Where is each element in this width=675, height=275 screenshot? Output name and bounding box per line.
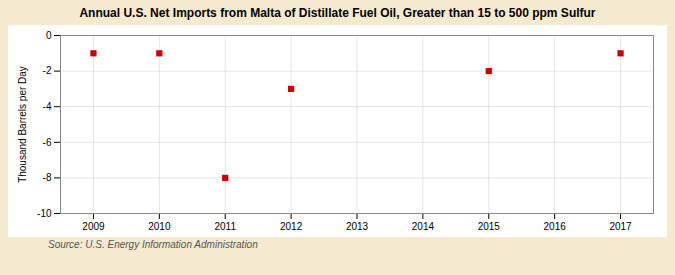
svg-text:-6: -6 xyxy=(43,137,52,148)
svg-text:2009: 2009 xyxy=(82,221,105,232)
svg-text:2017: 2017 xyxy=(609,221,632,232)
svg-text:2012: 2012 xyxy=(280,221,303,232)
svg-text:-10: -10 xyxy=(37,208,52,219)
svg-text:2010: 2010 xyxy=(148,221,171,232)
svg-text:-2: -2 xyxy=(43,65,52,76)
svg-text:2013: 2013 xyxy=(346,221,369,232)
svg-text:Thousand Barrels per Day: Thousand Barrels per Day xyxy=(17,66,28,183)
svg-text:2016: 2016 xyxy=(544,221,567,232)
svg-text:2011: 2011 xyxy=(214,221,236,232)
svg-text:0: 0 xyxy=(46,30,52,41)
svg-text:-8: -8 xyxy=(43,172,52,183)
html-text:Annual U.S. Net Imports from M: Annual U.S. Net Imports from Malta of Di… xyxy=(79,6,596,20)
svg-text:-4: -4 xyxy=(43,101,52,112)
svg-text:2014: 2014 xyxy=(412,221,435,232)
html-text:Source: U.S. Energy Informatio: Source: U.S. Energy Information Administ… xyxy=(48,239,258,250)
svg-text:2015: 2015 xyxy=(478,221,501,232)
